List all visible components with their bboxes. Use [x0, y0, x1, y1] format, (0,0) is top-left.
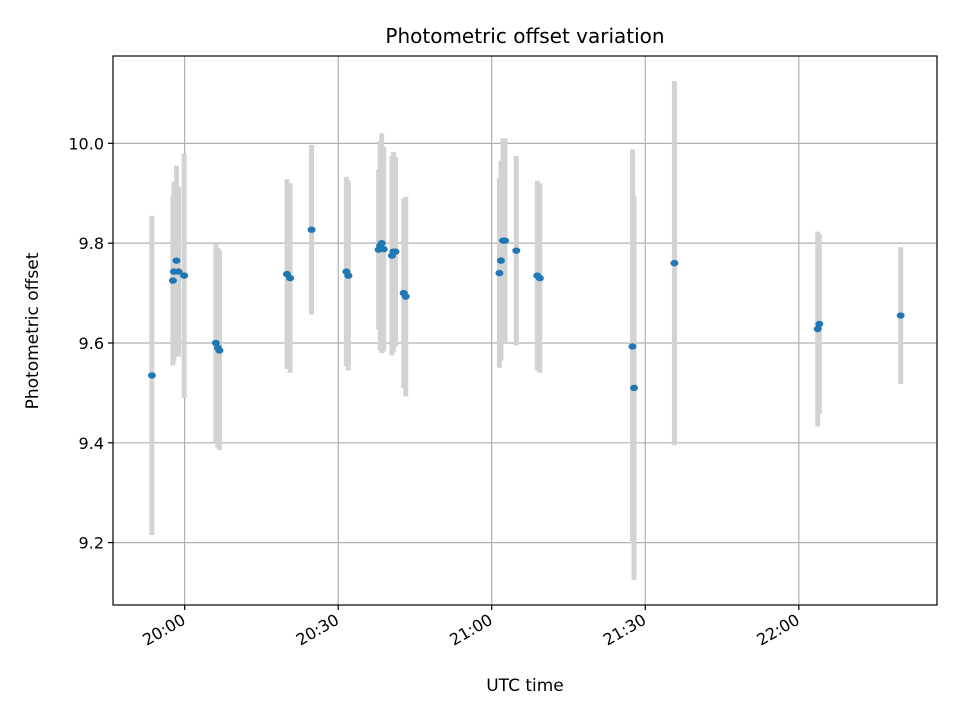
data-point [401, 293, 410, 300]
data-point [512, 247, 521, 254]
data-point [211, 339, 220, 347]
data-point [180, 272, 189, 279]
data-point [377, 239, 386, 247]
data-point [147, 372, 156, 379]
data-point [344, 272, 353, 279]
plot-frame [112, 55, 938, 606]
data-point [286, 274, 295, 282]
data-point [496, 257, 505, 264]
data-point [307, 226, 316, 233]
y-tick-label: 9.4 [79, 434, 104, 453]
data-point [535, 274, 544, 282]
data-point [896, 312, 905, 319]
y-tick-label: 9.8 [79, 234, 104, 253]
x-axis-label: UTC time [486, 676, 564, 696]
y-tick-label: 9.2 [79, 534, 104, 553]
data-point [174, 268, 183, 275]
data-point [815, 320, 824, 328]
data-point [391, 248, 400, 255]
data-point [630, 384, 639, 392]
y-axis-label: Photometric offset [23, 252, 43, 409]
grid [113, 56, 937, 605]
data-point [379, 245, 388, 253]
data-point [628, 343, 637, 350]
y-tick-label: 10.0 [68, 134, 104, 153]
data-point [501, 237, 510, 244]
data-point [168, 277, 177, 284]
data-points [147, 226, 905, 392]
data-point [670, 259, 679, 267]
data-point [215, 347, 224, 354]
data-point [172, 257, 181, 264]
data-point [813, 325, 822, 333]
data-point [495, 269, 504, 277]
y-tick-label: 9.6 [79, 334, 104, 353]
chart-title: Photometric offset variation [385, 24, 664, 48]
